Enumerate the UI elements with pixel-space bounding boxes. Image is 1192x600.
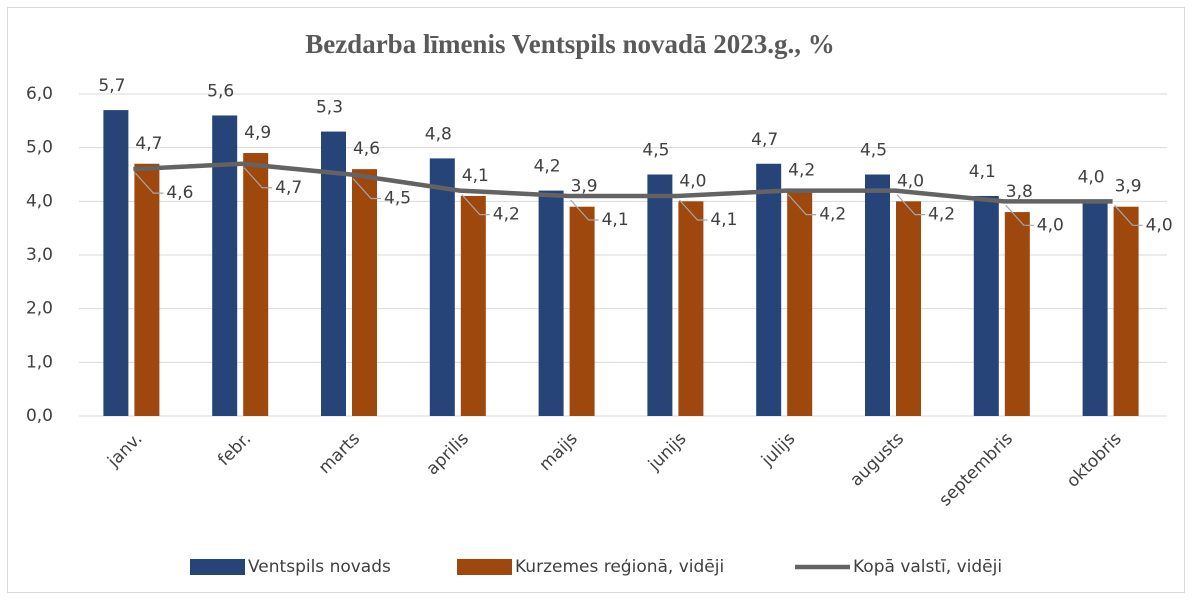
y-tick-label: 2,0 [26,299,53,319]
bar [569,206,595,416]
bar [865,174,890,416]
leader-line [787,194,817,216]
data-label: 4,9 [244,123,271,143]
data-label: 4,6 [166,183,193,203]
bar [1004,212,1030,416]
data-label: 4,1 [602,210,629,230]
data-label: 4,1 [969,162,996,182]
bar [460,195,486,416]
data-label: 4,5 [860,141,887,161]
data-label: 5,7 [98,76,125,96]
y-tick-label: 5,0 [26,138,53,158]
leader-line [243,167,273,189]
y-tick-label: 0,0 [26,406,53,426]
data-label: 4,0 [679,171,706,191]
leader-line [570,199,599,221]
leader-line [1114,204,1143,226]
legend-swatch [457,559,512,575]
data-label: 4,6 [353,139,380,159]
data-label: 4,0 [1037,215,1064,235]
data-label: 4,2 [493,205,520,225]
y-tick-label: 1,0 [26,352,53,372]
bar [134,163,160,416]
data-label: 5,6 [207,81,234,101]
bar [678,201,704,416]
data-label: 4,7 [135,134,162,154]
leader-line [678,199,708,221]
data-label: 4,1 [710,210,737,230]
y-tick-label: 3,0 [26,245,53,265]
bar [212,115,238,416]
leader-line [352,178,381,200]
bar [352,169,377,416]
chart-title: Bezdarba līmenis Ventspils novadā 2023.g… [305,29,835,59]
data-label: 4,7 [751,130,778,150]
data-label: 4,2 [788,161,815,181]
data-label: 4,2 [819,205,846,225]
leader-line [896,194,925,216]
data-label: 3,9 [1115,177,1142,197]
bar [538,190,564,416]
bar [756,163,782,416]
data-label: 4,2 [928,205,955,225]
bar [243,153,269,417]
y-tick-label: 6,0 [26,84,53,104]
bar [1113,206,1139,416]
legend-label: Ventspils novads [248,557,391,577]
bar [321,131,346,417]
data-label: 4,0 [1146,215,1173,235]
bar [787,190,813,416]
data-label: 4,5 [384,189,411,209]
data-label: 4,2 [534,157,561,177]
leader-line [1005,204,1034,226]
legend-label: Kopā valstī, vidēji [853,557,1002,577]
legend-label: Kurzemes reģionā, vidēji [515,557,724,577]
data-label: 4,0 [1078,167,1105,187]
data-label: 4,0 [897,171,924,191]
legend-swatch [190,559,245,575]
data-label: 4,7 [275,178,302,198]
leader-line [461,194,490,216]
bar [103,110,129,416]
data-label: 4,8 [425,124,452,144]
data-label: 5,3 [316,98,343,118]
data-label: 4,5 [642,141,669,161]
bar [429,158,455,416]
y-tick-label: 4,0 [26,191,53,211]
bar [647,174,673,416]
bar [1082,201,1108,416]
data-label: 3,9 [571,177,598,197]
leader-line [134,172,164,194]
data-label: 4,1 [462,166,489,186]
line-series [133,161,1113,204]
bar [896,201,921,416]
bar [973,195,999,416]
data-label: 3,8 [1006,182,1033,202]
